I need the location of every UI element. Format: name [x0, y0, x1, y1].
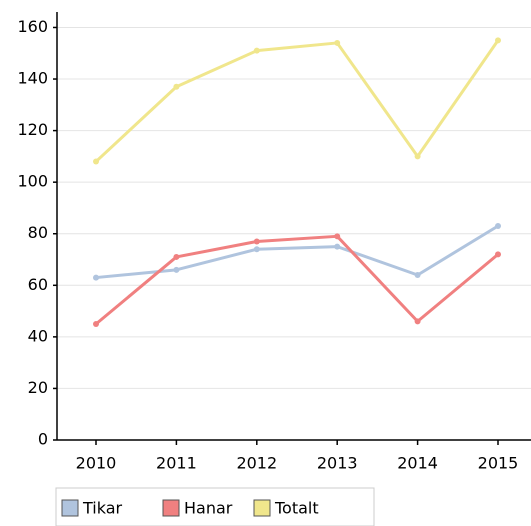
- y-tick-label: 40: [28, 326, 48, 345]
- data-point: [253, 246, 260, 253]
- y-tick-label: 60: [28, 275, 48, 294]
- legend-swatch: [253, 499, 271, 517]
- series-line: [95, 234, 499, 326]
- y-tick-label: 80: [28, 223, 48, 242]
- data-point: [93, 320, 99, 327]
- data-point: [414, 318, 421, 325]
- y-tick-label: 120: [17, 120, 48, 139]
- x-tick-label: 2012: [236, 454, 277, 473]
- x-tick-label: 2015: [478, 454, 519, 473]
- legend-swatch: [61, 499, 79, 517]
- data-point: [334, 243, 341, 250]
- y-tick-label: 160: [17, 17, 48, 36]
- series-line: [94, 39, 500, 163]
- y-tick-label: 0: [38, 430, 48, 449]
- data-point: [173, 83, 180, 90]
- y-tick-label: 100: [17, 172, 48, 191]
- x-tick-label: 2013: [317, 454, 358, 473]
- data-point: [334, 39, 341, 46]
- data-point: [414, 153, 421, 160]
- legend-label: Tikar: [82, 499, 123, 518]
- y-tick-label: 140: [17, 69, 48, 88]
- data-point: [495, 37, 501, 44]
- data-point: [173, 253, 180, 260]
- legend-label: Totalt: [274, 499, 319, 518]
- y-tick-label: 20: [28, 378, 48, 397]
- legend-label: Hanar: [184, 499, 233, 518]
- x-tick-label: 2014: [397, 454, 438, 473]
- data-point: [253, 238, 260, 245]
- data-point: [495, 251, 501, 258]
- x-tick-label: 2010: [76, 454, 117, 473]
- data-point: [334, 233, 341, 240]
- data-point: [93, 274, 99, 281]
- data-point: [173, 266, 180, 273]
- legend-box: [55, 487, 375, 526]
- x-tick-label: 2011: [156, 454, 197, 473]
- data-point: [495, 223, 501, 229]
- data-point: [93, 158, 99, 165]
- data-point: [253, 47, 260, 54]
- series-line: [95, 224, 499, 280]
- legend-swatch: [162, 499, 180, 517]
- data-point: [414, 271, 421, 278]
